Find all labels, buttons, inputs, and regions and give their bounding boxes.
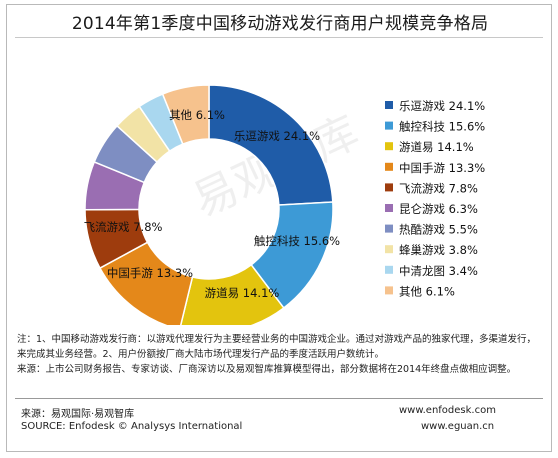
donut-chart: 易观智库 乐逗游戏 24.1%触控科技 15.6%游道易 14.1%中国手游 1… xyxy=(84,84,485,325)
legend-swatch xyxy=(385,162,393,171)
slice-label: 飞流游戏 7.8% xyxy=(84,220,163,234)
legend-label: 中清龙图 3.4% xyxy=(399,264,478,278)
footer-url-eguan[interactable]: www.eguan.cn xyxy=(421,421,495,432)
legend-swatch xyxy=(385,204,393,212)
legend-label: 乐逗游戏 24.1% xyxy=(399,99,485,113)
slice-label: 游道易 14.1% xyxy=(205,286,280,300)
legend-label: 中国手游 13.3% xyxy=(399,161,485,175)
legend-swatch xyxy=(385,121,393,130)
title-divider xyxy=(15,37,543,38)
legend-swatch xyxy=(385,101,393,109)
donut-slice-51764ed6 xyxy=(161,84,210,146)
footer-source-en: SOURCE: Enfodesk © Analysys Internationa… xyxy=(21,421,243,432)
slice-label: 其他 6.1% xyxy=(169,108,225,122)
legend-swatch xyxy=(385,286,393,295)
donut-slice-4e5090176e38620f xyxy=(208,84,334,206)
footer-url-enfodesk[interactable]: www.enfodesk.com xyxy=(399,405,496,416)
legend-label: 触控科技 15.6% xyxy=(399,120,485,134)
legend-label: 蜂巢游戏 3.8% xyxy=(399,243,478,257)
chart-frame: 2014年第1季度中国移动游戏发行商用户规模竞争格局 易观智库 乐逗游戏 24.… xyxy=(6,4,552,452)
legend-swatch xyxy=(385,245,393,254)
legend-label: 飞流游戏 7.8% xyxy=(399,181,478,195)
note-definition: 注：1、中国移动游戏发行商：以游戏代理发行为主要经营业务的中国游戏企业。通过对游… xyxy=(17,334,537,360)
slice-label: 乐逗游戏 24.1% xyxy=(234,129,320,143)
notes: 注：1、中国移动游戏发行商：以游戏代理发行为主要经营业务的中国游戏企业。通过对游… xyxy=(17,332,545,377)
footer-source-cn: 来源：易观国际·易观智库 xyxy=(21,409,135,420)
footer-divider xyxy=(15,398,543,399)
donut-slice-6e3890536613 xyxy=(179,263,285,325)
slice-label: 中国手游 13.3% xyxy=(107,266,193,280)
note-source: 来源：上市公司财务报告、专家访谈、厂商深访以及易观智库推算模型得出，部分数据将在… xyxy=(17,364,517,375)
legend-swatch xyxy=(385,142,393,151)
legend-swatch xyxy=(385,224,393,233)
legend-swatch xyxy=(385,265,393,274)
chart-title: 2014年第1季度中国移动游戏发行商用户规模竞争格局 xyxy=(71,14,489,34)
legend-label: 昆仑游戏 6.3% xyxy=(399,202,478,216)
legend-label: 其他 6.1% xyxy=(399,284,455,298)
legend-swatch xyxy=(385,183,393,192)
legend-label: 热酷游戏 5.5% xyxy=(399,223,478,237)
slice-label: 触控科技 15.6% xyxy=(254,234,340,248)
legend-label: 游道易 14.1% xyxy=(399,140,474,154)
